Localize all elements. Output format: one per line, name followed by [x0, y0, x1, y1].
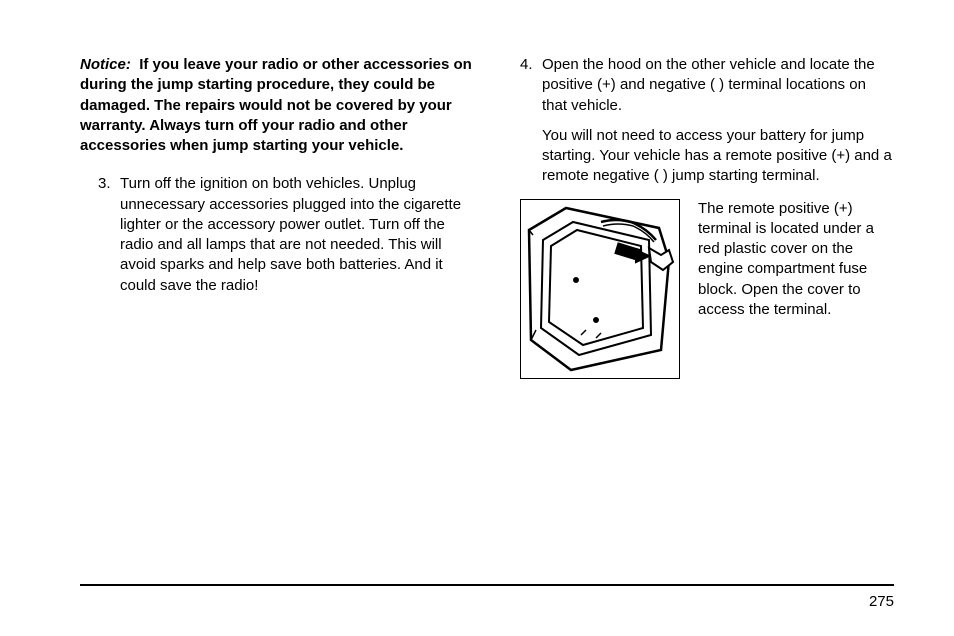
page-content: Notice: If you leave your radio or other… [0, 0, 954, 379]
notice-label: Notice: [80, 56, 131, 73]
image-caption: The remote positive (+) terminal is loca… [698, 199, 894, 379]
fuse-block-diagram [520, 199, 680, 379]
page-number: 275 [869, 592, 894, 612]
image-row: The remote positive (+) terminal is loca… [502, 199, 894, 379]
step-3: 3. Turn off the ignition on both vehicle… [80, 174, 472, 296]
right-column: 4. Open the hood on the other vehicle an… [502, 55, 894, 379]
step-4-para2: You will not need to access your battery… [502, 126, 894, 187]
footer-rule [80, 584, 894, 586]
step-4-number: 4. [520, 55, 542, 116]
step-3-number: 3. [98, 174, 120, 296]
step-3-text: Turn off the ignition on both vehicles. … [120, 174, 472, 296]
step-4: 4. Open the hood on the other vehicle an… [502, 55, 894, 116]
notice-text: If you leave your radio or other accesso… [80, 56, 472, 154]
left-column: Notice: If you leave your radio or other… [80, 55, 472, 379]
notice-block: Notice: If you leave your radio or other… [80, 55, 472, 156]
step-4-text: Open the hood on the other vehicle and l… [542, 55, 894, 116]
